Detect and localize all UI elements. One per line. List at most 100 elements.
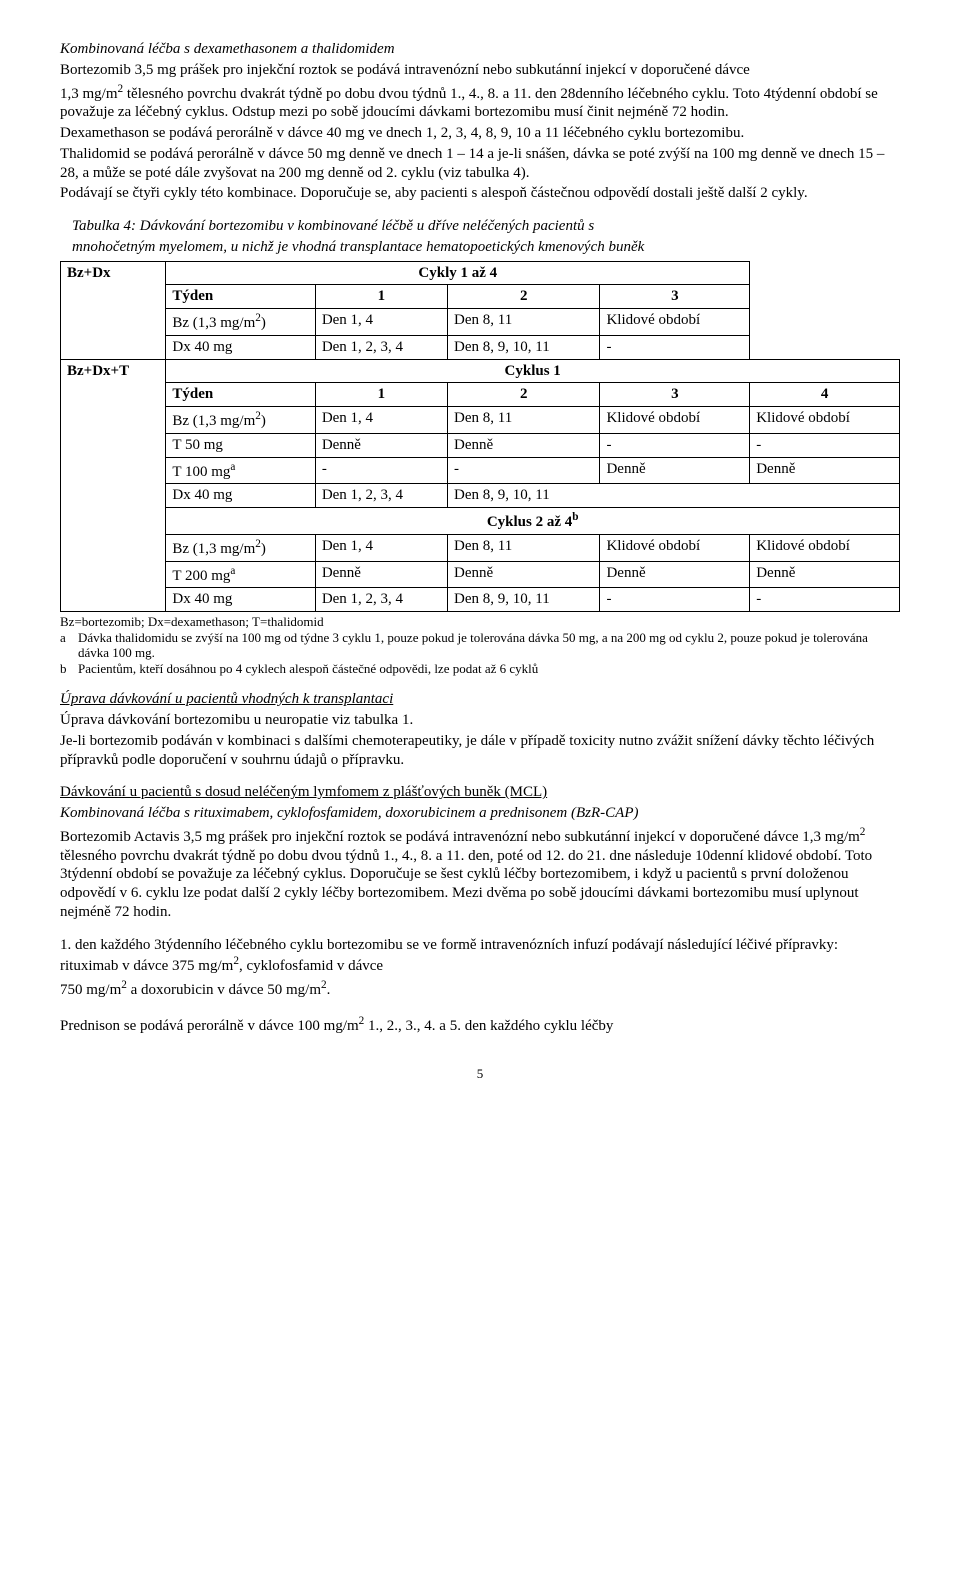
cell-w1: 1 [315, 285, 447, 309]
section2-p1: Úprava dávkování bortezomibu u neuropati… [60, 711, 900, 730]
cell-den1234c: Den 1, 2, 3, 4 [315, 588, 447, 612]
section1-p1-text: Bortezomib 3,5 mg prášek pro injekční ro… [60, 62, 750, 78]
section3-p2b: , cyklofosfamid v dávce [239, 958, 383, 974]
section1-p5: Podávají se čtyři cykly této kombinace. … [60, 184, 900, 203]
section3-p2a: 1. den každého 3týdenního léčebného cykl… [60, 937, 838, 975]
cell-dash-6: - [750, 588, 900, 612]
cell-bz13b: Bz (1,3 mg/m2) [166, 407, 315, 434]
cell-klidove-b1: Klidové období [600, 407, 750, 434]
dosage-table: Bz+Dx Cykly 1 až 4 Týden 1 2 3 Bz (1,3 m… [60, 261, 900, 613]
cell-klidove-c1: Klidové období [600, 534, 750, 561]
cell-den14c: Den 1, 4 [315, 534, 447, 561]
section3-p3a: Prednison se podává perorálně v dávce 10… [60, 1018, 359, 1034]
section1-p2a: 1,3 mg/m [60, 86, 118, 102]
cell-w2: 2 [448, 285, 600, 309]
section3-p1b: tělesného povrchu dvakrát týdně po dobu … [60, 848, 872, 920]
cell-dash-3: - [315, 457, 447, 484]
cell-w2b: 2 [448, 383, 600, 407]
bz13b-close: ) [261, 413, 266, 429]
cell-t100: T 100 mga [166, 457, 315, 484]
cell-dx40b: Dx 40 mg [166, 484, 315, 508]
section3-title: Dávkování u pacientů s dosud neléčeným l… [60, 784, 547, 800]
bz13b-txt: Bz (1,3 mg/m [172, 413, 255, 429]
sup-a: a [230, 461, 235, 473]
cell-den811c: Den 8, 11 [448, 534, 600, 561]
sup-b: b [572, 511, 578, 523]
cell-dx40c: Dx 40 mg [166, 588, 315, 612]
section3-p2: 1. den každého 3týdenního léčebného cykl… [60, 936, 900, 977]
cell-cyklus24: Cyklus 2 až 4b [166, 508, 900, 535]
cell-den1234b: Den 1, 2, 3, 4 [315, 484, 447, 508]
cell-bzdx: Bz+Dx [61, 261, 166, 359]
page-number: 5 [60, 1066, 900, 1082]
cell-denne-6: Denně [448, 561, 600, 588]
cell-denne-1: Denně [315, 433, 447, 457]
section1-p3: Dexamethason se podává perorálně v dávce… [60, 124, 900, 143]
cell-klidove-c2: Klidové období [750, 534, 900, 561]
section3-p2d: a doxorubicin v dávce 50 mg/m [127, 982, 321, 998]
bz13-close: ) [261, 315, 266, 331]
legend: Bz=bortezomib; Dx=dexamethason; T=thalid… [60, 614, 900, 630]
cell-dx40: Dx 40 mg [166, 335, 315, 359]
bz13-txt: Bz (1,3 mg/m [172, 315, 255, 331]
cell-week: Týden [166, 285, 315, 309]
cell-t200: T 200 mga [166, 561, 315, 588]
cell-w3b: 3 [600, 383, 750, 407]
cell-w1b: 1 [315, 383, 447, 407]
section3-p3b: 1., 2., 3., 4. a 5. den každého cyklu lé… [364, 1018, 613, 1034]
cell-den14: Den 1, 4 [315, 309, 447, 336]
fn-a-text: Dávka thalidomidu se zvýší na 100 mg od … [78, 630, 900, 661]
cell-klidove: Klidové období [600, 309, 750, 336]
cell-week2: Týden [166, 383, 315, 407]
section2-p2: Je-li bortezomib podáván v kombinaci s d… [60, 732, 900, 770]
fn-b-label: b [60, 661, 78, 677]
cell-denne-2: Denně [448, 433, 600, 457]
cell-den811b: Den 8, 11 [448, 407, 600, 434]
section1-title: Kombinovaná léčba s dexamethasonem a tha… [60, 40, 900, 59]
cell-t50: T 50 mg [166, 433, 315, 457]
section3-p2e: . [327, 982, 331, 998]
cell-cyklus1: Cyklus 1 [166, 359, 900, 383]
sup2d: 2 [860, 826, 866, 838]
cell-denne-4: Denně [750, 457, 900, 484]
section3-sub: Kombinovaná léčba s rituximabem, cyklofo… [60, 804, 900, 823]
section1-p1: Bortezomib 3,5 mg prášek pro injekční ro… [60, 61, 900, 80]
fn-b-text: Pacientům, kteří dosáhnou po 4 cyklech a… [78, 661, 900, 677]
cell-denne-8: Denně [750, 561, 900, 588]
cell-klidove-b2: Klidové období [750, 407, 900, 434]
t100-txt: T 100 mg [172, 464, 230, 480]
bz13c-close: ) [261, 541, 266, 557]
fn-a-label: a [60, 630, 78, 661]
section3-p3: Prednison se podává perorálně v dávce 10… [60, 1014, 900, 1036]
cell-bz13: Bz (1,3 mg/m2) [166, 309, 315, 336]
cell-bzdxt: Bz+Dx+T [61, 359, 166, 612]
cell-w4b: 4 [750, 383, 900, 407]
table-caption-b: mnohočetným myelomem, u nichž je vhodná … [72, 238, 900, 257]
section1-p2: 1,3 mg/m2 tělesného povrchu dvakrát týdn… [60, 82, 900, 123]
cell-dash-5: - [600, 588, 750, 612]
t200-txt: T 200 mg [172, 568, 230, 584]
section3-p2c: 750 mg/m [60, 982, 121, 998]
cell-dash-4: - [448, 457, 600, 484]
cell-bz13c: Bz (1,3 mg/m2) [166, 534, 315, 561]
bz13c-txt: Bz (1,3 mg/m [172, 541, 255, 557]
cell-den891011: Den 8, 9, 10, 11 [448, 335, 600, 359]
cell-dash: - [600, 335, 750, 359]
cell-dash-1: - [600, 433, 750, 457]
cell-denne-3: Denně [600, 457, 750, 484]
section3-p1: Bortezomib Actavis 3,5 mg prášek pro inj… [60, 825, 900, 922]
cell-w3: 3 [600, 285, 750, 309]
cell-dash-2: - [750, 433, 900, 457]
cell-den1234: Den 1, 2, 3, 4 [315, 335, 447, 359]
footnotes: Bz=bortezomib; Dx=dexamethason; T=thalid… [60, 614, 900, 676]
cyk24-txt: Cyklus 2 až 4 [487, 514, 572, 530]
section3-p2-line2: 750 mg/m2 a doxorubicin v dávce 50 mg/m2… [60, 978, 900, 1000]
section3-title-wrap: Dávkování u pacientů s dosud neléčeným l… [60, 783, 900, 802]
cell-cycles14: Cykly 1 až 4 [166, 261, 750, 285]
section1-p4: Thalidomid se podává perorálně v dávce 5… [60, 145, 900, 183]
cell-denne-7: Denně [600, 561, 750, 588]
cell-den891011b: Den 8, 9, 10, 11 [448, 484, 900, 508]
table-caption-a: Tabulka 4: Dávkování bortezomibu v kombi… [72, 217, 900, 236]
section3-p1a: Bortezomib Actavis 3,5 mg prášek pro inj… [60, 829, 860, 845]
cell-den891011c: Den 8, 9, 10, 11 [448, 588, 600, 612]
